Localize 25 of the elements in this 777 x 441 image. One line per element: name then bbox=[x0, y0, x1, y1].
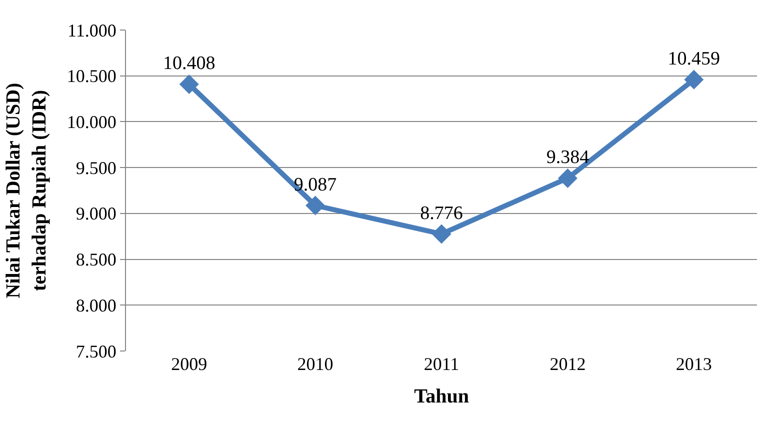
y-tick-label: 11.000 bbox=[68, 20, 116, 40]
y-tick-label: 9.500 bbox=[76, 158, 116, 178]
point bbox=[179, 74, 199, 94]
x-tick-label: 2010 bbox=[297, 354, 334, 374]
data-label: 9.087 bbox=[294, 174, 337, 196]
point bbox=[306, 196, 326, 216]
x-tick-label: 2012 bbox=[550, 354, 586, 374]
x-tick-label: 2013 bbox=[676, 354, 712, 374]
data-label: 10.459 bbox=[668, 48, 720, 70]
x-tick-label: 2011 bbox=[424, 354, 460, 374]
y-tick-label: 10.000 bbox=[66, 112, 116, 132]
data-label: 8.776 bbox=[420, 202, 463, 224]
y-tick-label: 7.500 bbox=[76, 341, 116, 362]
y-tick-label: 10.500 bbox=[66, 66, 116, 86]
point bbox=[558, 168, 578, 188]
x-tick-label: 2009 bbox=[171, 354, 208, 374]
data-label: 9.384 bbox=[546, 147, 590, 168]
point bbox=[684, 70, 704, 90]
y-tick-label: 9.000 bbox=[76, 204, 116, 224]
y-tick-label: 8.500 bbox=[76, 250, 116, 270]
point bbox=[432, 224, 452, 244]
y-tick-label: 8.000 bbox=[76, 295, 116, 316]
data-label: 10.408 bbox=[162, 53, 216, 74]
x-axis-title: Tahun bbox=[414, 386, 469, 408]
y-axis-title: Nilai Tukar Dollar (USD) terhadap Rupiah (IDR) bbox=[2, 82, 50, 298]
